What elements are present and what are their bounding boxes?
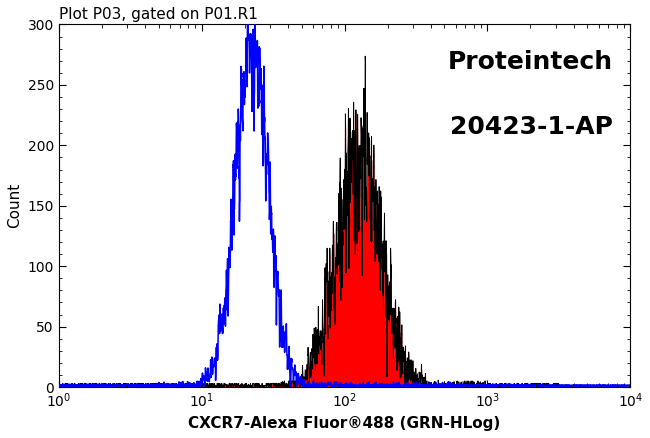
X-axis label: CXCR7-Alexa Fluor®488 (GRN-HLog): CXCR7-Alexa Fluor®488 (GRN-HLog): [188, 416, 500, 431]
Text: Plot P03, gated on P01.R1: Plot P03, gated on P01.R1: [58, 7, 257, 22]
Y-axis label: Count: Count: [7, 183, 22, 228]
Text: Proteintech: Proteintech: [448, 50, 613, 74]
Text: 20423-1-AP: 20423-1-AP: [450, 115, 613, 139]
